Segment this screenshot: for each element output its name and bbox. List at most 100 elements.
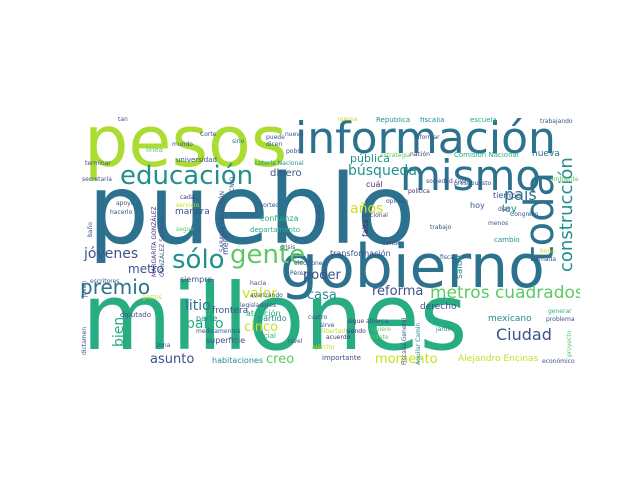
word-crisis: crisis <box>280 244 296 251</box>
word-bono: bono <box>540 248 555 255</box>
word-alejandro-encinas: Alejandro Encinas <box>458 354 539 364</box>
word-acuerdo: acuerdo <box>326 334 351 341</box>
word-creo: creo <box>266 352 295 367</box>
word-ejercito: ejército <box>312 344 335 351</box>
word-anos: años <box>350 201 384 217</box>
word-cambio: cambio <box>494 236 520 244</box>
word-estudio: estudio <box>315 204 322 227</box>
word-manera: manera <box>175 207 210 217</box>
word-sirve: sirve <box>320 322 335 329</box>
word-construccion: construcción <box>556 157 577 272</box>
word-billete: billete <box>370 334 389 341</box>
word-loteria-nacional: Lotería Nacional <box>255 160 304 167</box>
word-perez: Pérez <box>290 270 307 277</box>
word-fiscal: fiscal <box>440 254 456 261</box>
word-diputado: diputado <box>120 311 152 319</box>
word-transformacion: transformación <box>330 249 391 258</box>
word-millones: millones <box>82 264 468 367</box>
word-pais: país <box>504 185 537 204</box>
word-cada: cada <box>180 194 195 201</box>
word-puede: puede <box>266 134 285 141</box>
word-cloud: pueblo millones pesos gobierno informaci… <box>80 117 580 367</box>
word-litio: litio <box>185 298 211 314</box>
word-siendo: siendo <box>346 328 366 335</box>
word-estrategia: estrategia <box>380 152 411 159</box>
word-avanzando: avanzando <box>250 292 283 299</box>
word-saravia-calderon: SARAVIA CALDERÓN <box>219 191 226 252</box>
word-quiere: quiere <box>372 326 391 333</box>
word-republica: República <box>376 117 411 124</box>
word-ley: ley <box>502 204 517 215</box>
word-cinco: cinco <box>244 320 279 335</box>
word-sociedad-civil: sociedad civil <box>426 178 467 185</box>
word-seguir: seguir <box>176 226 195 233</box>
word-gobierno: gobierno <box>280 232 545 302</box>
word-poder: poder <box>303 268 341 283</box>
word-sino: sino <box>232 138 245 145</box>
word-bano: baño <box>87 222 94 237</box>
word-nivel: nivel <box>288 338 303 345</box>
word-informar: informar <box>414 134 440 141</box>
word-cuatro: cuatro <box>308 314 328 321</box>
word-solo: sólo <box>172 245 225 275</box>
word-mexicano: mexicano <box>488 314 532 324</box>
word-partido: partido <box>258 314 287 323</box>
word-metros-cuadrados: metros cuadrados <box>430 283 580 303</box>
word-bien: bien <box>111 316 127 347</box>
word-libertad: libertad <box>322 328 346 335</box>
word-cual: cuál <box>366 180 383 189</box>
word-terminar: terminar <box>85 160 111 167</box>
word-dinero: dinero <box>270 168 302 179</box>
word-derecho: derecho <box>420 302 457 312</box>
word-economico: económico <box>542 358 575 365</box>
word-pueblo: pueblo <box>88 154 416 266</box>
word-departamento: departamento <box>250 226 300 234</box>
word-pobre: pobre <box>286 148 304 155</box>
word-dictamen: dictamen <box>81 326 88 355</box>
word-apoyo: apoyo <box>116 200 135 207</box>
word-nuevo: nuevo <box>285 131 304 138</box>
word-casa: casa <box>307 288 337 303</box>
word-nueva: nueva <box>532 149 560 159</box>
word-proyecto: proyecto <box>566 330 573 357</box>
word-frontera: frontera <box>212 306 249 316</box>
word-ciudad: Ciudad <box>496 325 552 344</box>
word-busqueda: búsqueda <box>348 163 417 179</box>
word-asunto: asunto <box>150 352 195 367</box>
word-escuela: escuela <box>470 117 497 124</box>
word-gonzalez-saravia: GONZÁLEZ SARAVIA <box>159 216 166 277</box>
word-salud: salud <box>455 254 465 279</box>
word-medicamentos: medicamentos <box>196 328 241 335</box>
word-cnio: CNIO <box>229 176 236 192</box>
word-linea: línea <box>146 146 163 154</box>
word-pesos: pesos <box>84 117 288 183</box>
word-fiscalia: fiscalía <box>420 117 445 124</box>
word-educacion: educación <box>120 161 254 191</box>
word-gente: gente <box>230 240 306 270</box>
word-universidad: universidad <box>176 156 217 164</box>
word-hacerlo: hacerlo <box>110 209 133 216</box>
word-llamada: llamada <box>532 256 557 263</box>
word-aguilar-camin: Aguilar Camín <box>415 322 422 365</box>
word-elecciones: elecciones <box>294 260 326 267</box>
word-sigue: sigue <box>348 318 365 325</box>
word-corte: Corte <box>200 131 217 138</box>
word-social: social <box>256 332 276 340</box>
word-importante: importante <box>322 354 361 362</box>
word-generar: generar <box>548 308 572 315</box>
word-habitaciones: habitaciones <box>212 356 263 365</box>
word-margarita-gonzalez: MARGARITA GONZÁLEZ <box>151 206 158 277</box>
word-politica: política <box>408 188 430 195</box>
word-alberca: alberca <box>366 318 389 325</box>
word-presupuesto: presupuesto <box>454 180 492 187</box>
word-confianza: confianza <box>260 214 299 223</box>
word-trabajo: trabajo <box>430 224 452 231</box>
word-publica: pública <box>350 152 390 165</box>
word-tiempo: tiempo <box>493 191 522 200</box>
word-siempre: siempre <box>180 275 213 284</box>
word-tan: tan <box>118 117 128 123</box>
word-informacion: información <box>295 117 556 164</box>
word-atencion: atención <box>246 309 281 318</box>
word-menos: menos <box>488 220 509 227</box>
word-ambiente: ambiente <box>550 176 579 183</box>
